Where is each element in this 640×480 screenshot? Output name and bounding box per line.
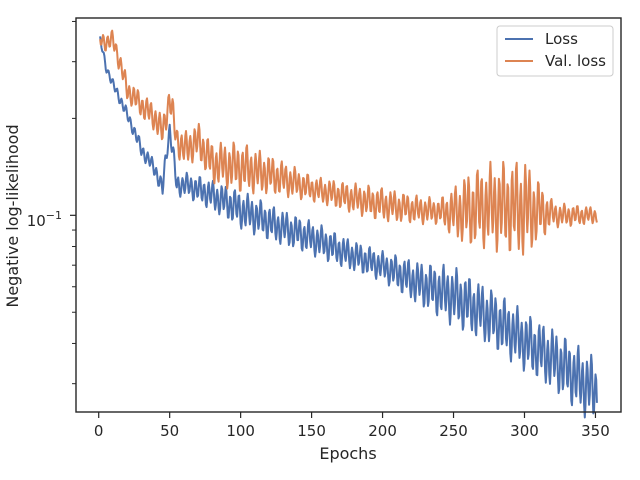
x-tick-label-150: 150 (297, 422, 326, 440)
x-tick-label-100: 100 (226, 422, 255, 440)
x-tick-label-0: 0 (94, 422, 104, 440)
legend: Loss Val. loss (496, 25, 614, 77)
x-axis: 0 50 100 150 200 250 300 350 (94, 412, 610, 440)
x-tick-label-300: 300 (510, 422, 539, 440)
plot-area (75, 17, 622, 419)
y-tick-label: 10−1 (27, 209, 62, 230)
x-tick-label-200: 200 (368, 422, 397, 440)
legend-label-loss: Loss (545, 30, 578, 48)
x-axis-title: Epochs (319, 444, 376, 463)
series-line-loss (99, 36, 598, 419)
x-tick-label-350: 350 (581, 422, 610, 440)
y-axis-title: Negative log-likelihood (3, 124, 22, 307)
series-line-val-loss (99, 29, 598, 256)
x-tick-label-250: 250 (439, 422, 468, 440)
series-layer (99, 29, 598, 419)
legend-label-val-loss: Val. loss (545, 52, 606, 70)
y-axis: 10−1 (27, 20, 76, 385)
x-tick-label-50: 50 (160, 422, 179, 440)
